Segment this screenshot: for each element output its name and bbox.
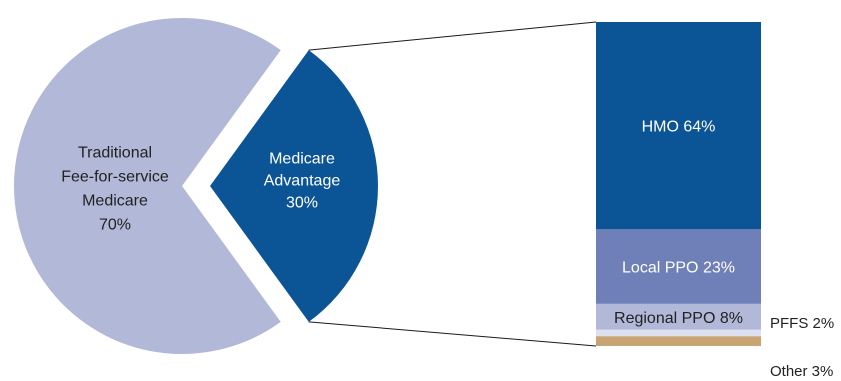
connector-line-bottom [308,321,597,347]
bar-segment-regional-ppo [596,303,761,330]
pie-slice-traditional [13,18,281,355]
bar-label-pffs: PFFS 2% [770,315,834,332]
bar-label-regional-ppo: Regional PPO 8% [614,310,743,327]
bar-segment-hmo [596,22,761,230]
stacked-bar [596,22,761,346]
connector-line-top [308,21,597,51]
pie-label-traditional: Traditional Fee-for-service Medicare 70% [61,145,169,234]
bar-label-hmo: HMO 64% [642,119,716,136]
bar-segment-other [596,336,761,346]
pie-slice-medicare-advantage [210,50,378,322]
connector-lines [308,21,597,347]
bar-label-local-ppo: Local PPO 23% [622,260,735,277]
pie-chart [13,18,378,355]
bar-segment-local-ppo [596,229,761,304]
chart-labels: Traditional Fee-for-service Medicare 70% Med… [61,119,834,380]
bar-label-other: Other 3% [770,363,833,380]
pie-label-medicare-advantage: Medicare Advantage 30% [264,151,341,212]
bar-segment-pffs [596,329,761,337]
